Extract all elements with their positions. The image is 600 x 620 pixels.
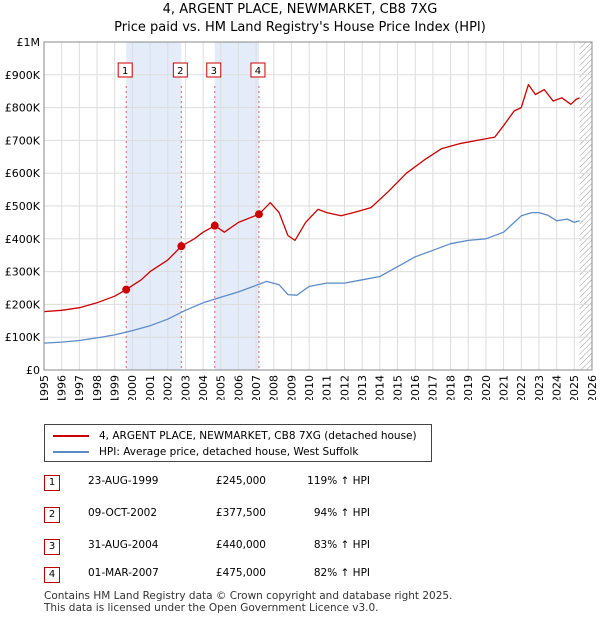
transaction-date: 09-OCT-2002 xyxy=(88,507,157,519)
x-tick-label: 2014 xyxy=(374,375,387,400)
x-tick-label: 1997 xyxy=(73,375,86,400)
sale-point xyxy=(254,210,263,219)
sale-point xyxy=(210,221,219,230)
y-tick-label: £700K xyxy=(5,134,41,147)
x-tick-label: 2007 xyxy=(250,375,263,400)
x-tick-label: 2026 xyxy=(586,375,599,400)
price-chart: 1 2 3 4 £0 £100K £200K £300K £400K £500K £600K £700… xyxy=(5,36,599,400)
x-tick-label: 2013 xyxy=(356,375,369,400)
transaction-price: £377,500 xyxy=(215,507,266,519)
transaction-hpi: 83% ↑ HPI xyxy=(313,539,370,551)
transaction-badge: 2 xyxy=(44,507,60,523)
y-tick-label: £200K xyxy=(5,298,41,311)
y-tick-label: £400K xyxy=(5,233,41,246)
transaction-date: 31-AUG-2004 xyxy=(88,539,159,551)
x-tick-label: 2006 xyxy=(232,375,245,400)
transaction-price: £245,000 xyxy=(215,475,266,487)
x-tick-label: 1996 xyxy=(56,375,69,400)
x-tick-label: 2012 xyxy=(338,375,351,400)
sale-badge-label: 2 xyxy=(177,66,183,77)
transaction-hpi: 119% ↑ HPI xyxy=(307,475,370,487)
x-tick-label: 2010 xyxy=(303,375,316,400)
x-tick-label: 2025 xyxy=(568,375,581,400)
sale-badge-label: 1 xyxy=(122,66,128,77)
legend-item-hpi: HPI: Average price, detached house, West… xyxy=(53,445,359,459)
legend: 4, ARGENT PLACE, NEWMARKET, CB8 7XG (det… xyxy=(44,424,432,462)
footer-license: This data is licensed under the Open Gov… xyxy=(44,602,379,614)
x-tick-label: 1999 xyxy=(109,375,122,400)
x-tick-label: 2001 xyxy=(144,375,157,400)
transaction-badge: 4 xyxy=(44,567,60,583)
plot-frame xyxy=(43,41,593,371)
transaction-date: 23-AUG-1999 xyxy=(88,475,159,487)
y-tick-label: £900K xyxy=(5,69,41,82)
legend-label-property: 4, ARGENT PLACE, NEWMARKET, CB8 7XG (det… xyxy=(99,430,417,442)
sale-badge-label: 4 xyxy=(255,66,261,77)
legend-item-property: 4, ARGENT PLACE, NEWMARKET, CB8 7XG (det… xyxy=(53,429,417,443)
sale-point xyxy=(177,242,186,251)
transaction-date: 01-MAR-2007 xyxy=(88,567,159,579)
x-tick-label: 2002 xyxy=(162,375,175,400)
y-tick-label: £1M xyxy=(17,36,41,49)
series-line-property xyxy=(43,83,580,313)
y-tick-label: £600K xyxy=(5,167,41,180)
transaction-hpi: 94% ↑ HPI xyxy=(313,507,370,519)
x-tick-label: 2000 xyxy=(126,375,139,400)
sale-point xyxy=(122,285,131,294)
x-tick-label: 2003 xyxy=(179,375,192,400)
legend-swatch-hpi xyxy=(53,451,89,453)
y-tick-label: £500K xyxy=(5,200,41,213)
x-tick-label: 2004 xyxy=(197,375,210,400)
transaction-badge: 3 xyxy=(44,539,60,555)
footer-copyright: Contains HM Land Registry data © Crown c… xyxy=(44,590,453,602)
sale-badge-label: 3 xyxy=(211,66,217,77)
x-tick-label: 2024 xyxy=(550,375,563,400)
x-tick-label: 2009 xyxy=(285,375,298,400)
transaction-price: £440,000 xyxy=(215,539,266,551)
chart-title: 4, ARGENT PLACE, NEWMARKET, CB8 7XG xyxy=(162,2,438,17)
y-tick-label: £800K xyxy=(5,102,41,115)
x-tick-label: 2017 xyxy=(427,375,440,400)
x-tick-label: 1995 xyxy=(38,375,51,400)
transaction-price: £475,000 xyxy=(215,567,266,579)
x-tick-label: 1998 xyxy=(91,375,104,400)
sale-badge xyxy=(117,62,133,78)
x-tick-label: 2016 xyxy=(409,375,422,400)
transaction-hpi: 82% ↑ HPI xyxy=(313,567,370,579)
chart-subtitle: Price paid vs. HM Land Registry's House … xyxy=(114,20,486,35)
series-line-hpi xyxy=(43,211,580,344)
transaction-badge: 1 xyxy=(44,475,60,491)
x-tick-label: 2021 xyxy=(497,375,510,400)
sale-badge xyxy=(250,62,266,78)
x-tick-label: 2011 xyxy=(321,375,334,400)
x-tick-label: 2008 xyxy=(268,375,281,400)
sale-badge xyxy=(172,62,188,78)
sale-badge xyxy=(206,62,222,78)
x-tick-label: 2020 xyxy=(480,375,493,400)
y-tick-label: £300K xyxy=(5,266,41,279)
x-tick-label: 2022 xyxy=(515,375,528,400)
x-tick-label: 2005 xyxy=(215,375,228,400)
y-tick-label: £100K xyxy=(5,331,41,344)
x-tick-label: 2015 xyxy=(391,375,404,400)
x-tick-label: 2019 xyxy=(462,375,475,400)
y-tick-label: £0 xyxy=(26,364,40,377)
legend-swatch-property xyxy=(53,435,89,437)
legend-label-hpi: HPI: Average price, detached house, West… xyxy=(99,446,359,458)
x-tick-label: 2018 xyxy=(444,375,457,400)
x-tick-label: 2023 xyxy=(533,375,546,400)
